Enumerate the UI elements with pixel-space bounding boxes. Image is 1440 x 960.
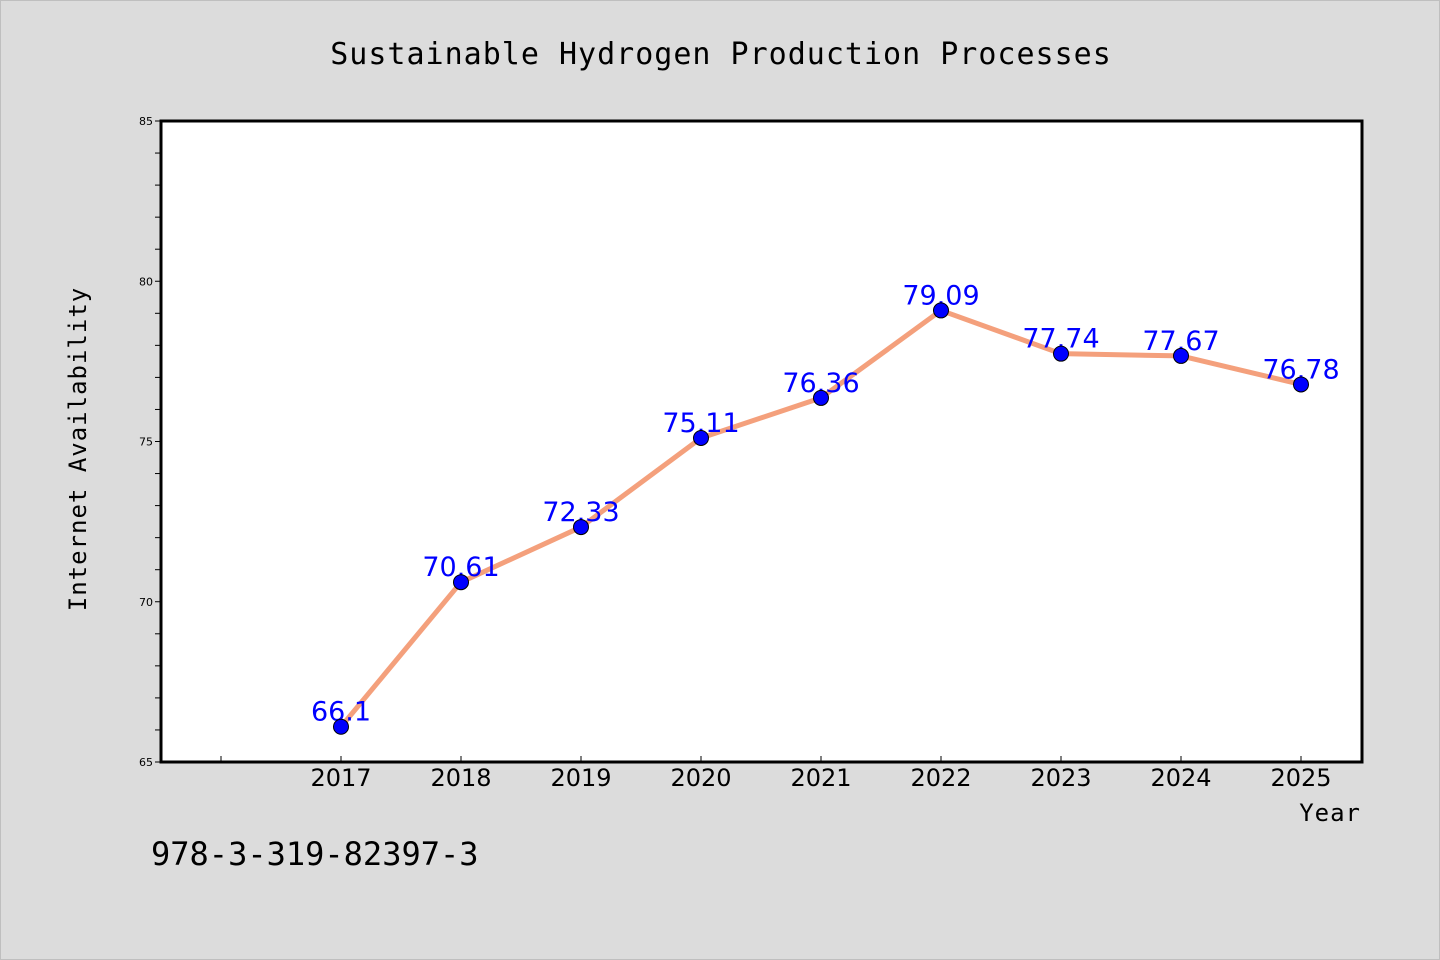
x-tick-label: 2018 bbox=[430, 764, 491, 792]
data-point bbox=[333, 718, 349, 735]
x-tick-label: 2017 bbox=[310, 764, 371, 792]
x-axis-label: Year bbox=[1299, 799, 1361, 827]
x-tick-label: 2021 bbox=[790, 764, 851, 792]
x-tick-label: 2023 bbox=[1030, 764, 1091, 792]
y-tick-label: 85 bbox=[139, 115, 153, 128]
y-tick-label: 70 bbox=[139, 596, 153, 609]
data-point bbox=[453, 574, 469, 591]
data-markers bbox=[333, 302, 1309, 735]
x-tick-label: 2019 bbox=[550, 764, 611, 792]
plot-area bbox=[161, 121, 1362, 762]
x-tick-label: 2020 bbox=[670, 764, 731, 792]
plot-frame bbox=[159, 119, 1364, 764]
data-point bbox=[1173, 347, 1189, 364]
data-point bbox=[573, 519, 589, 536]
y-axis-label: Internet Availability bbox=[64, 287, 92, 611]
y-tick-label: 80 bbox=[139, 275, 153, 288]
isbn-footnote: 978-3-319-82397-3 bbox=[151, 835, 479, 873]
data-point bbox=[1293, 376, 1309, 393]
axis-ticks: 65 70 75 80 85 2017 2018 2019 2020 2021 2022 2023 20… bbox=[139, 115, 1332, 792]
y-tick-label: 65 bbox=[139, 756, 153, 769]
data-point bbox=[1053, 345, 1069, 362]
data-point bbox=[813, 389, 829, 406]
data-point bbox=[693, 429, 709, 446]
data-point bbox=[933, 302, 949, 319]
x-tick-label: 2022 bbox=[910, 764, 971, 792]
x-tick-label: 2024 bbox=[1150, 764, 1211, 792]
x-tick-label: 2025 bbox=[1270, 764, 1331, 792]
chart-title: Sustainable Hydrogen Production Processe… bbox=[330, 37, 1112, 72]
y-tick-label: 75 bbox=[139, 436, 153, 449]
